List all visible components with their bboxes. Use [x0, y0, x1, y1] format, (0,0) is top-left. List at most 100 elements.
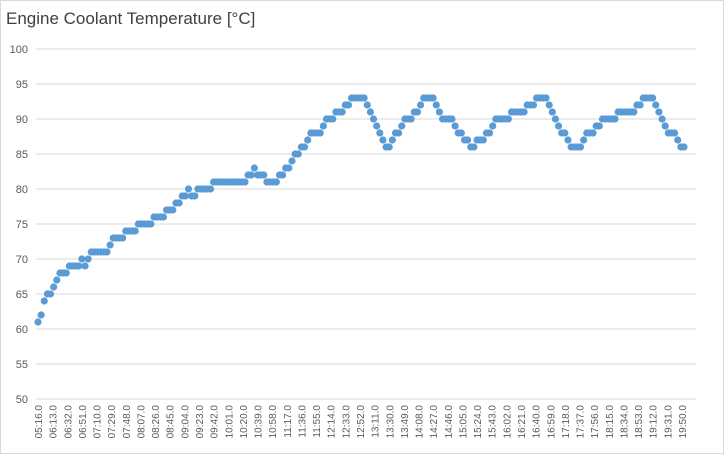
data-point: [548, 108, 556, 116]
data-point: [504, 115, 512, 123]
data-point: [84, 255, 92, 263]
x-tick-label: 14:46.0: [444, 405, 455, 439]
data-point: [373, 122, 381, 130]
data-point: [147, 220, 155, 228]
data-point: [485, 129, 494, 137]
x-tick-label: 11:55.0: [312, 405, 323, 438]
y-tick-label: 80: [16, 184, 28, 196]
data-point: [658, 115, 666, 123]
data-point: [106, 241, 114, 249]
data-point: [611, 115, 619, 123]
data-point: [470, 143, 478, 151]
x-tick-label: 13:49.0: [400, 405, 411, 439]
x-tick-label: 09:23.0: [195, 405, 206, 439]
x-tick-label: 18:15.0: [605, 405, 616, 439]
x-tick-label: 06:13.0: [49, 405, 60, 439]
x-tick-label: 16:59.0: [546, 405, 557, 439]
data-point: [288, 157, 296, 165]
data-point: [580, 136, 588, 144]
x-tick-label: 16:40.0: [532, 405, 543, 439]
data-point: [407, 115, 415, 123]
x-tick-label: 08:45.0: [166, 405, 177, 439]
data-point: [542, 94, 550, 102]
data-point: [369, 115, 378, 123]
data-point: [181, 192, 189, 200]
x-tick-label: 19:50.0: [678, 405, 689, 439]
x-tick-label: 17:37.0: [576, 405, 587, 439]
x-tick-label: 17:18.0: [561, 405, 572, 439]
data-point: [529, 101, 538, 109]
x-tick-label: 12:33.0: [341, 405, 352, 439]
data-point: [260, 171, 268, 179]
data-point: [363, 101, 371, 109]
data-point: [46, 290, 55, 298]
data-point: [589, 129, 597, 137]
data-point: [184, 185, 193, 193]
data-point: [680, 143, 688, 151]
data-point: [379, 136, 387, 144]
x-tick-label: 10:39.0: [254, 405, 265, 439]
x-tick-label: 11:17.0: [283, 405, 294, 438]
data-point: [304, 136, 312, 144]
data-point: [448, 115, 456, 123]
y-tick-label: 100: [10, 44, 28, 56]
data-point: [416, 101, 425, 109]
data-point: [272, 178, 280, 186]
data-point: [329, 115, 337, 123]
y-tick-label: 95: [16, 79, 28, 91]
data-point: [630, 108, 638, 116]
x-tick-label: 12:52.0: [356, 405, 367, 439]
chart-title: Engine Coolant Temperature [°C]: [6, 9, 256, 28]
x-tick-label: 18:34.0: [619, 405, 630, 439]
data-point: [652, 101, 660, 109]
data-point: [545, 101, 553, 109]
x-tick-label: 17:56.0: [590, 405, 601, 439]
data-point: [169, 206, 177, 214]
data-point: [457, 129, 465, 137]
x-tick-label: 18:53.0: [634, 405, 645, 439]
data-point: [75, 262, 83, 270]
data-point: [53, 276, 61, 284]
data-point: [294, 150, 302, 158]
data-point: [432, 101, 440, 109]
data-point: [479, 136, 487, 144]
data-point: [50, 283, 58, 291]
x-tick-label: 19:12.0: [649, 405, 660, 439]
data-point: [159, 213, 168, 221]
data-point: [366, 108, 375, 116]
y-tick-label: 65: [16, 289, 28, 301]
x-tick-label: 07:48.0: [122, 405, 133, 439]
data-point: [385, 143, 393, 151]
y-tick-label: 75: [16, 219, 28, 231]
data-point: [316, 129, 324, 137]
data-point: [206, 185, 215, 193]
data-point: [62, 269, 70, 277]
x-tick-label: 08:07.0: [136, 405, 147, 439]
data-point: [241, 178, 249, 186]
data-point: [40, 297, 48, 305]
data-point: [674, 136, 682, 144]
x-tick-label: 08:26.0: [151, 405, 162, 439]
x-tick-label: 05:16.0: [34, 405, 45, 439]
data-point: [595, 122, 603, 130]
data-point: [655, 108, 663, 116]
data-point: [451, 122, 459, 130]
data-point: [551, 115, 560, 123]
data-point: [661, 122, 669, 130]
x-tick-label: 13:30.0: [385, 405, 396, 439]
x-tick-label: 14:27.0: [429, 405, 440, 439]
x-tick-label: 06:32.0: [63, 405, 74, 439]
x-tick-label: 14:08.0: [415, 405, 426, 439]
data-point: [279, 171, 287, 179]
x-tick-label: 10:01.0: [224, 405, 235, 439]
x-tick-label: 09:42.0: [210, 405, 221, 439]
data-point: [576, 143, 585, 151]
data-point: [388, 136, 396, 144]
x-tick-label: 06:51.0: [78, 405, 89, 439]
data-point: [360, 94, 368, 102]
x-tick-label: 12:14.0: [327, 405, 338, 439]
x-tick-label: 19:31.0: [663, 405, 674, 439]
data-point: [435, 108, 443, 116]
